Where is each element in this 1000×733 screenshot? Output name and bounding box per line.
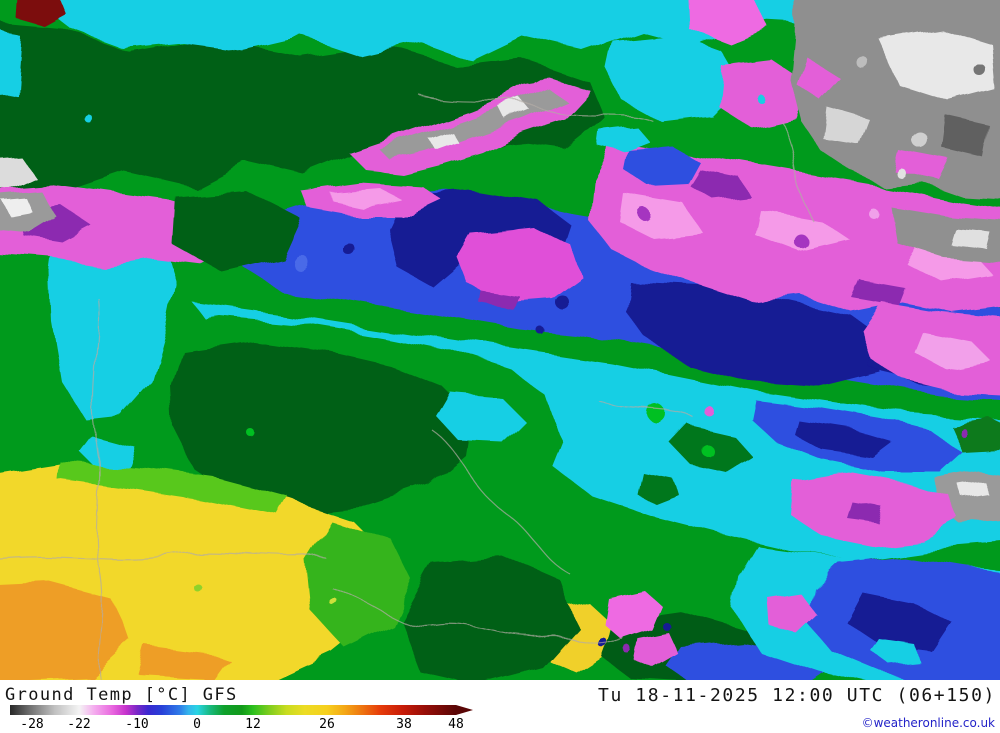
forecast-datetime: Tu 18-11-2025 12:00 UTC (06+150) xyxy=(598,685,996,706)
temperature-legend: -28 -22 -10 0 12 26 38 48 xyxy=(10,705,485,732)
legend-gradient-bar xyxy=(10,705,456,715)
temperature-field-svg xyxy=(0,0,1000,680)
legend-tick: 12 xyxy=(245,717,261,732)
legend-tick: 38 xyxy=(396,717,412,732)
footer-bar: Ground Temp [°C] GFS Tu 18-11-2025 12:00… xyxy=(0,680,1000,733)
weather-map xyxy=(0,0,1000,680)
border-lines xyxy=(0,95,813,680)
temperature-regions xyxy=(0,0,1000,680)
legend-arrow xyxy=(456,705,473,715)
product-title: Ground Temp [°C] GFS xyxy=(5,685,238,705)
legend-tick: -28 xyxy=(20,717,44,732)
copyright-watermark: ©weatheronline.co.uk xyxy=(861,716,995,730)
legend-tick: 48 xyxy=(448,717,464,732)
legend-tick: 0 xyxy=(193,717,201,732)
legend-tick: -22 xyxy=(67,717,91,732)
legend-tick: -10 xyxy=(125,717,149,732)
legend-tick: 26 xyxy=(319,717,335,732)
